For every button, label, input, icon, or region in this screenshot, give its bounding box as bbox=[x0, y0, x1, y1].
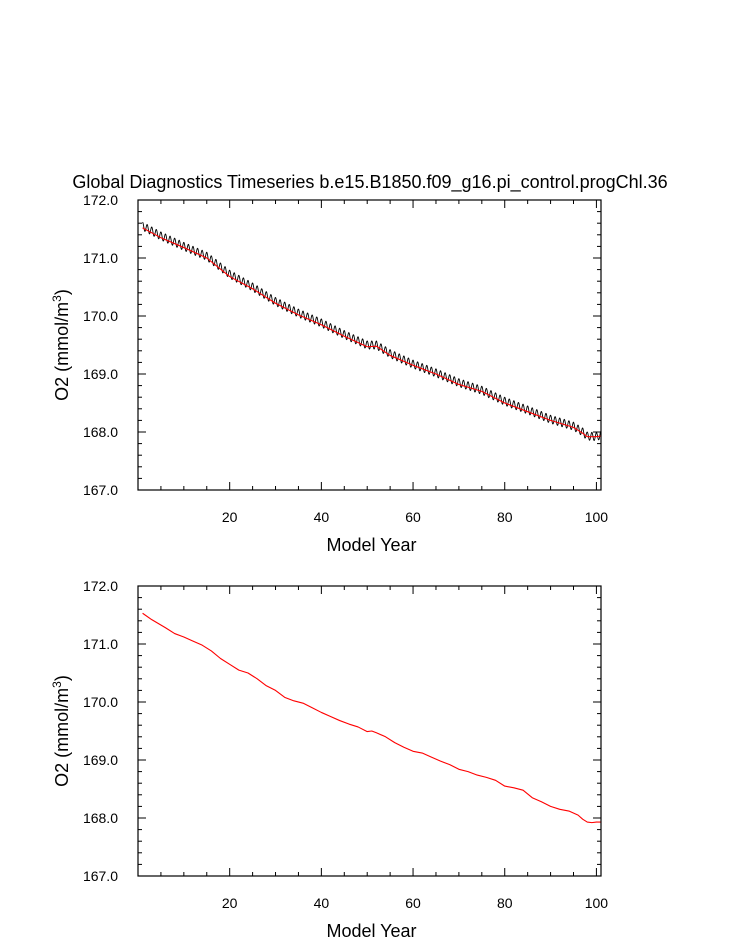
x-axis-label: Model Year bbox=[326, 535, 416, 555]
y-axis-label: O2 (mmol/m3) bbox=[50, 289, 72, 401]
annual-series-line bbox=[142, 612, 601, 824]
x-tick-label: 100 bbox=[585, 895, 609, 911]
y-tick-label: 167.0 bbox=[83, 482, 118, 498]
y-axis-label: O2 (mmol/m3) bbox=[50, 675, 72, 787]
y-tick-label: 171.0 bbox=[83, 636, 118, 652]
y-tick-label: 170.0 bbox=[83, 694, 118, 710]
x-tick-label: 40 bbox=[314, 509, 330, 525]
y-tick-label: 171.0 bbox=[83, 250, 118, 266]
y-tick-label: 172.0 bbox=[83, 192, 118, 208]
x-tick-label: 20 bbox=[222, 895, 238, 911]
y-tick-label: 169.0 bbox=[83, 366, 118, 382]
y-tick-label: 170.0 bbox=[83, 308, 118, 324]
x-tick-label: 80 bbox=[497, 509, 513, 525]
y-tick-label: 169.0 bbox=[83, 752, 118, 768]
x-axis-label: Model Year bbox=[326, 921, 416, 941]
x-tick-label: 60 bbox=[405, 509, 421, 525]
annual-series-line bbox=[142, 227, 602, 438]
plot-frame bbox=[137, 585, 602, 877]
chart-title: Global Diagnostics Timeseries b.e15.B185… bbox=[72, 172, 667, 193]
y-tick-label: 168.0 bbox=[83, 424, 118, 440]
x-tick-label: 80 bbox=[497, 895, 513, 911]
monthly-series-line bbox=[142, 221, 602, 442]
y-tick-label: 167.0 bbox=[83, 868, 118, 884]
plot-frame bbox=[137, 199, 602, 491]
bottom-panel: 20 40 60 80 100 167.0 168.0 169.0 170.0 171.0 172.… bbox=[50, 578, 608, 941]
x-tick-label: 60 bbox=[405, 895, 421, 911]
x-tick-label: 100 bbox=[585, 509, 609, 525]
x-tick-label: 40 bbox=[314, 895, 330, 911]
x-tick-label: 20 bbox=[222, 509, 238, 525]
y-tick-label: 172.0 bbox=[83, 578, 118, 594]
top-panel: 20 40 60 80 100 167.0 168.0 169.0 170.0 171.0 172.… bbox=[50, 192, 608, 555]
y-tick-label: 168.0 bbox=[83, 810, 118, 826]
